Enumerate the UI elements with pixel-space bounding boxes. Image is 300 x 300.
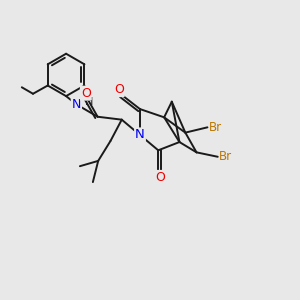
Text: N: N (72, 98, 81, 111)
Text: O: O (155, 171, 165, 184)
Text: O: O (81, 87, 91, 100)
Text: N: N (135, 128, 145, 142)
Text: Br: Br (219, 150, 232, 163)
Text: Br: Br (209, 121, 222, 134)
Text: H: H (85, 97, 93, 107)
Text: O: O (114, 83, 124, 96)
